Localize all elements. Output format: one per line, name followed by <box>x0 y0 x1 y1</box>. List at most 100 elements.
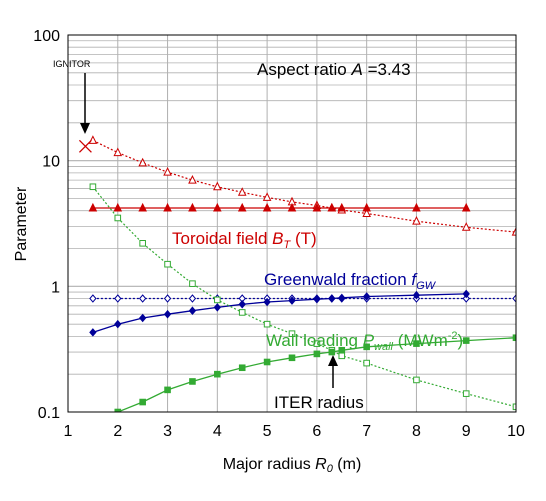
data-point-gw_flat <box>462 294 470 303</box>
toroidal-field-symbol: B <box>272 229 283 248</box>
data-point-bt_upper <box>113 147 123 157</box>
data-point-gw_rise <box>328 294 336 303</box>
data-point-wall_rise <box>328 348 336 356</box>
data-point-wall_rise <box>238 364 246 372</box>
x-tick-label: 7 <box>362 423 371 440</box>
data-point-bt_upper <box>88 135 98 144</box>
data-point-wall_fall <box>238 309 246 316</box>
data-point-bt_upper <box>262 192 272 201</box>
x-axis-label-subscript: 0 <box>327 463 334 475</box>
data-point-gw_rise <box>89 328 97 337</box>
data-point-wall_rise <box>139 398 146 406</box>
data-point-wall_fall <box>263 320 271 328</box>
data-point-bt_upper <box>511 227 516 236</box>
aspect-ratio-symbol: A <box>351 60 363 79</box>
toroidal-field-main: Toroidal field <box>172 229 272 248</box>
data-point-wall_fall <box>338 352 346 360</box>
data-point-bt_flat <box>362 202 371 212</box>
series-wall_rise <box>114 334 516 412</box>
data-point-gw_flat <box>114 294 122 303</box>
data-point-gw_flat <box>89 294 97 303</box>
data-point-wall_fall <box>462 390 470 397</box>
toroidal-field-subscript: T <box>284 239 292 251</box>
iter-arrow-head <box>328 355 338 366</box>
y-axis-label: Parameter <box>13 186 30 261</box>
data-point-gw_rise <box>238 299 246 309</box>
data-point-wall_rise <box>313 350 321 358</box>
data-point-wall_rise <box>462 337 470 344</box>
x-axis-label-symbol: R <box>315 456 327 473</box>
data-point-wall_fall <box>114 214 122 222</box>
data-point-wall_rise <box>263 358 271 366</box>
data-point-bt_flat <box>461 202 471 212</box>
data-point-bt_flat <box>138 202 147 212</box>
data-point-wall_fall <box>164 260 171 268</box>
wall-loading-unit-b: ) <box>458 331 464 350</box>
data-point-wall_rise <box>413 340 420 347</box>
data-point-gw_rise <box>114 319 122 329</box>
ignitor-marker <box>78 139 92 153</box>
x-tick-label: 8 <box>412 423 421 440</box>
data-point-wall_fall <box>214 296 221 304</box>
data-point-wall_fall <box>139 240 146 247</box>
greenwald-fraction-main: Greenwald fraction <box>264 270 411 289</box>
data-point-bt_upper <box>188 175 197 184</box>
x-axis-label-unit: (m) <box>333 456 361 473</box>
data-point-bt_upper <box>237 187 247 196</box>
data-point-wall_rise <box>164 386 171 394</box>
data-point-bt_upper <box>213 181 222 191</box>
y-tick-label: 1 <box>51 279 60 296</box>
data-point-wall_rise <box>189 378 196 385</box>
data-point-wall_rise <box>288 354 296 362</box>
data-point-bt_flat <box>327 202 337 212</box>
data-point-wall_rise <box>338 346 346 354</box>
data-point-gw_rise <box>163 309 172 319</box>
data-point-gw_rise <box>139 313 147 323</box>
toroidal-field-label: Toroidal field BT (T) <box>172 229 317 251</box>
data-point-gw_rise <box>462 289 470 299</box>
x-tick-label: 3 <box>163 423 172 440</box>
series-line-wall_fall <box>92 186 516 408</box>
x-tick-label: 1 <box>64 423 73 440</box>
x-tick-label: 5 <box>263 423 272 440</box>
x-tick-label: 6 <box>312 423 321 440</box>
ignitor-arrow-head <box>80 123 90 134</box>
series-bt_flat <box>88 202 471 212</box>
iter-radius-label: ITER radius <box>274 393 364 412</box>
data-point-gw_flat <box>163 294 172 303</box>
series-clip-group <box>88 135 516 412</box>
greenwald-fraction-symbol: f <box>411 270 418 289</box>
data-point-gw_rise <box>263 297 271 307</box>
data-point-gw_rise <box>363 292 371 301</box>
aspect-ratio-label: Aspect ratio A =3.43 <box>257 60 411 79</box>
series-gw_rise <box>89 289 470 337</box>
plot-frame <box>67 34 517 413</box>
wall-loading-unit-a: (MWm <box>393 331 448 350</box>
data-point-bt_flat <box>262 202 272 212</box>
data-point-wall_fall <box>89 183 97 191</box>
wall-loading-subscript: wall <box>374 341 394 353</box>
data-point-bt_flat <box>412 202 421 212</box>
data-point-bt_flat <box>312 202 322 212</box>
y-tick-label: 100 <box>33 28 60 45</box>
data-point-bt_flat <box>163 202 172 212</box>
aspect-ratio-main: Aspect ratio <box>257 60 352 79</box>
data-point-wall_fall <box>363 359 370 367</box>
data-point-bt_upper <box>163 167 172 176</box>
wall-loading-main: Wall loading <box>266 331 363 350</box>
series-wall_fall <box>89 183 516 411</box>
greenwald-fraction-subscript: GW <box>416 280 437 292</box>
data-point-wall_rise <box>214 370 221 378</box>
data-point-gw_flat <box>512 294 516 303</box>
data-point-bt_flat <box>113 202 123 212</box>
data-point-bt_upper <box>362 208 371 217</box>
data-point-gw_flat <box>188 294 197 303</box>
data-point-bt_upper <box>461 222 471 231</box>
data-point-bt_upper <box>412 216 421 225</box>
x-tick-label: 10 <box>507 423 525 440</box>
data-point-wall_fall <box>413 376 420 384</box>
data-point-gw_rise <box>288 296 296 305</box>
